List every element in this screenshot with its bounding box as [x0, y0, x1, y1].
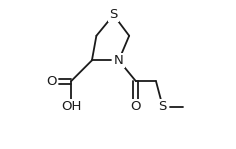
Text: S: S [109, 8, 118, 21]
Text: OH: OH [61, 100, 81, 113]
Text: O: O [46, 75, 57, 88]
Text: S: S [159, 100, 167, 113]
Text: O: O [131, 100, 141, 113]
Text: N: N [114, 54, 124, 67]
